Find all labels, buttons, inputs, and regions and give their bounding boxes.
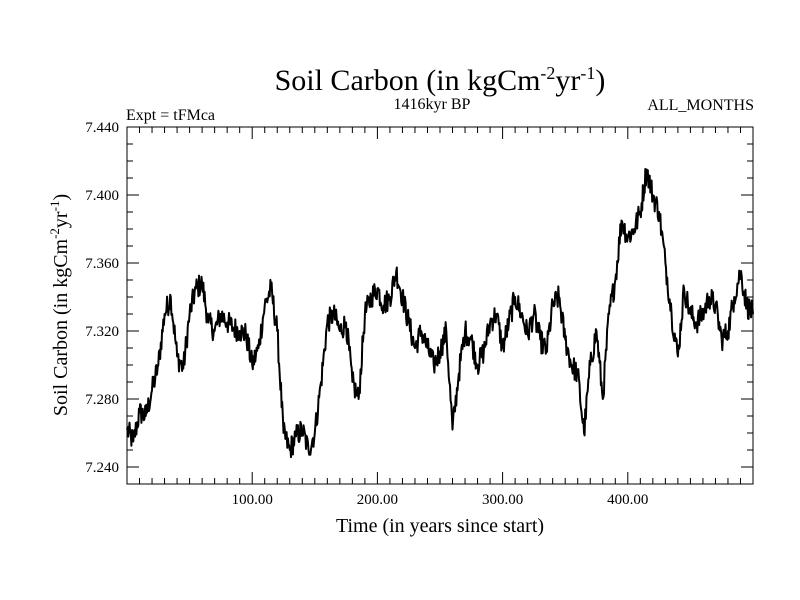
y-axis-label: Soil Carbon (in kgCm-2yr-1)	[47, 194, 72, 416]
y-tick-labels: 7.240 7.280 7.320 7.360 7.400 7.440	[85, 120, 119, 476]
y-tick-label: 7.440	[85, 120, 119, 136]
x-tick-label: 100.00	[232, 492, 273, 508]
x-tick-labels: 100.00 200.00 300.00 400.00	[232, 492, 649, 508]
period-label: 1416kyr BP	[394, 96, 471, 113]
experiment-label: Expt = tFMca	[126, 107, 215, 124]
x-tick-label: 400.00	[607, 492, 648, 508]
chart-title: Soil Carbon (in kgCm-2yr-1)	[275, 63, 606, 97]
x-axis-label: Time (in years since start)	[336, 515, 544, 537]
y-tick-label: 7.320	[85, 324, 119, 340]
axis-ticks	[127, 126, 753, 485]
x-tick-label: 200.00	[357, 492, 398, 508]
y-tick-label: 7.360	[85, 256, 119, 272]
x-tick-label: 300.00	[482, 492, 523, 508]
y-tick-label: 7.400	[85, 188, 119, 204]
y-tick-label: 7.240	[85, 460, 119, 476]
series-line-soil-carbon	[126, 168, 754, 459]
y-tick-label: 7.280	[85, 392, 119, 408]
plot-frame	[126, 126, 754, 485]
months-label: ALL_MONTHS	[647, 97, 754, 114]
